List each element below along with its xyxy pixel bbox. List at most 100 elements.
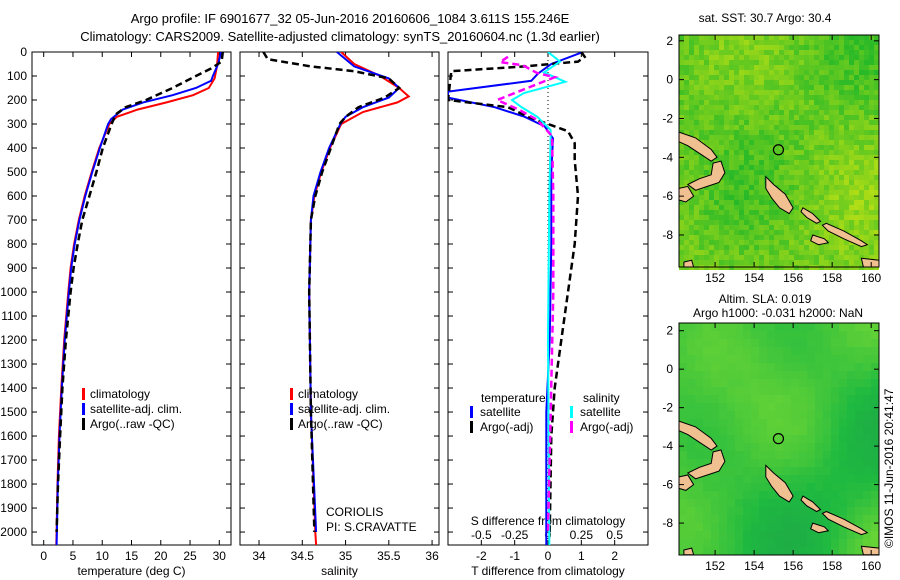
map-cell	[724, 120, 729, 125]
map-cell	[869, 185, 874, 190]
map-cell	[727, 427, 735, 435]
map-cell	[849, 45, 854, 50]
map-cell	[704, 250, 709, 255]
map-cell	[844, 180, 849, 185]
map-cell	[719, 395, 727, 403]
map-cell	[834, 205, 839, 210]
map-cell	[764, 160, 769, 165]
map-cell	[789, 210, 794, 215]
map-cell	[779, 255, 784, 260]
map-cell	[799, 195, 804, 200]
map-cell	[739, 145, 744, 150]
map-cell	[684, 230, 689, 235]
map-cell	[859, 95, 864, 100]
series-t-satellite	[448, 52, 584, 545]
map-cell	[799, 55, 804, 60]
map-cell	[783, 435, 791, 443]
legend-header-temperature: temperature	[481, 391, 546, 405]
map-cell	[855, 491, 863, 499]
map-cell	[719, 347, 727, 355]
map-cell	[724, 170, 729, 175]
map-cell	[864, 125, 869, 130]
map-cell	[739, 160, 744, 165]
map-cell	[849, 135, 854, 140]
map-cell	[783, 379, 791, 387]
map-cell	[694, 105, 699, 110]
map-cell	[704, 190, 709, 195]
map-cell	[804, 255, 809, 260]
map-cell	[869, 165, 874, 170]
map-cell	[695, 507, 703, 515]
map-cell	[854, 140, 859, 145]
map-cell	[774, 110, 779, 115]
map-cell	[694, 205, 699, 210]
map-cell	[823, 475, 831, 483]
map-cell	[789, 135, 794, 140]
map-cell	[729, 170, 734, 175]
map-cell	[679, 50, 684, 55]
legend-swatch	[470, 406, 473, 418]
map-cell	[744, 225, 749, 230]
map-cell	[699, 250, 704, 255]
map-cell	[759, 200, 764, 205]
map-cell	[839, 145, 844, 150]
map-cell	[831, 483, 839, 491]
map-cell	[711, 475, 719, 483]
map-cell	[844, 220, 849, 225]
lat-tick-label: -8	[662, 516, 673, 530]
map-cell	[849, 165, 854, 170]
map-cell	[864, 235, 869, 240]
map-cell	[724, 115, 729, 120]
map-cell	[809, 60, 814, 65]
map-cell	[687, 499, 695, 507]
x-tick-label: 20	[154, 549, 168, 563]
map-cell	[734, 175, 739, 180]
map-cell	[764, 155, 769, 160]
map-cell	[789, 140, 794, 145]
map-cell	[759, 40, 764, 45]
map-cell	[743, 363, 751, 371]
map-cell	[874, 55, 879, 60]
map-cell	[829, 175, 834, 180]
map-cell	[794, 80, 799, 85]
map-cell	[734, 155, 739, 160]
map-cell	[799, 115, 804, 120]
map-cell	[729, 45, 734, 50]
map-cell	[874, 245, 879, 250]
map-cell	[789, 170, 794, 175]
map-cell	[814, 100, 819, 105]
map-cell	[739, 190, 744, 195]
map-cell	[714, 215, 719, 220]
series-argo-raw-qc-	[55, 52, 225, 533]
panel-temperature: 0100200300400500600700800900100011001200…	[0, 45, 232, 578]
map-cell	[695, 347, 703, 355]
map-cell	[739, 230, 744, 235]
map-cell	[679, 150, 684, 155]
map-cell	[711, 427, 719, 435]
map-cell	[689, 115, 694, 120]
map-cell	[679, 387, 687, 395]
map-cell	[729, 115, 734, 120]
map-cell	[829, 245, 834, 250]
map-cell	[709, 230, 714, 235]
map-cell	[767, 531, 775, 539]
map-cell	[694, 65, 699, 70]
map-cell	[749, 80, 754, 85]
map-cell	[694, 40, 699, 45]
map-cell	[684, 55, 689, 60]
land-polygon	[765, 464, 794, 503]
map-cell	[739, 205, 744, 210]
map-cell	[829, 190, 834, 195]
map-cell	[844, 185, 849, 190]
map-cell	[684, 40, 689, 45]
map-cell	[754, 155, 759, 160]
map-cell	[819, 155, 824, 160]
map-cell	[809, 115, 814, 120]
map-cell	[724, 40, 729, 45]
map-cell	[824, 75, 829, 80]
map-cell	[719, 180, 724, 185]
map-cell	[739, 195, 744, 200]
map-cell	[874, 115, 879, 120]
map-cell	[839, 35, 844, 40]
map-cell	[709, 215, 714, 220]
